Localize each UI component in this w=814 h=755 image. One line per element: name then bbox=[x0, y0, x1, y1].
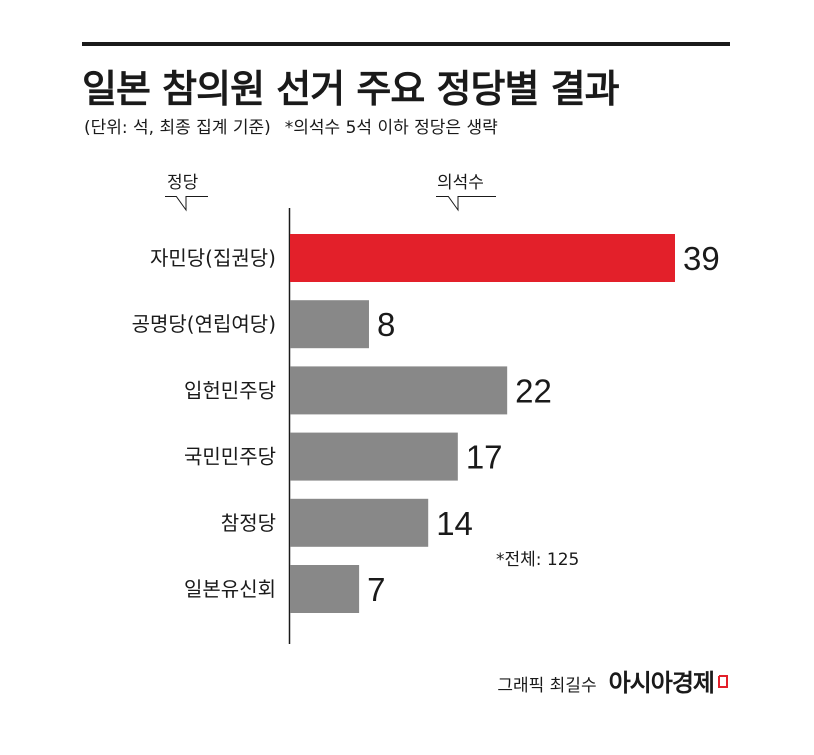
bar-2 bbox=[290, 300, 369, 349]
unit-note: (단위: 석, 최종 집계 기준) bbox=[84, 118, 271, 138]
value-label-4: 17 bbox=[466, 439, 503, 476]
party-column-label: 정당 bbox=[167, 173, 199, 193]
credit: 그래픽 최길수 아시아경제 bbox=[497, 663, 728, 698]
brand-logo-text: 아시아경제 bbox=[608, 669, 715, 697]
bar-3 bbox=[290, 366, 508, 415]
bar-4 bbox=[290, 432, 458, 481]
top-rule bbox=[82, 42, 730, 46]
graphic-credit: 그래픽 최길수 bbox=[497, 676, 597, 696]
seats-column-label: 의석수 bbox=[437, 173, 484, 193]
category-label-3: 입헌민주당 bbox=[184, 378, 276, 402]
category-label-2: 공명당(연립여당) bbox=[132, 312, 276, 336]
category-label-4: 국민민주당 bbox=[184, 445, 276, 469]
seats-column-pointer bbox=[448, 196, 459, 212]
omit-note: *의석수 5석 이하 정당은 생략 bbox=[284, 118, 498, 138]
value-label-3: 22 bbox=[515, 372, 552, 409]
value-label-2: 8 bbox=[377, 306, 395, 343]
value-label-6: 7 bbox=[367, 571, 385, 608]
bar-1 bbox=[290, 234, 675, 282]
category-label-6: 일본유신회 bbox=[184, 577, 276, 601]
total-seats-note: *전체: 125 bbox=[496, 550, 580, 570]
party-column-pointer bbox=[176, 196, 187, 212]
seats-column-underline bbox=[436, 196, 496, 197]
brand-mark-icon bbox=[718, 675, 728, 688]
value-label-5: 14 bbox=[436, 505, 473, 542]
bars-group: 자민당(집권당) 39 공명당(연립여당) 8 입헌민주당 22 국민민주당 17 참정당 14 일… bbox=[132, 234, 720, 613]
bar-6 bbox=[290, 565, 360, 613]
subtitle: (단위: 석, 최종 집계 기준) *의석수 5석 이하 정당은 생략 bbox=[84, 113, 498, 138]
category-label-1: 자민당(집권당) bbox=[150, 246, 276, 270]
bar-5 bbox=[290, 498, 429, 547]
page-title: 일본 참의원 선거 주요 정당별 결과 bbox=[82, 67, 620, 111]
value-label-1: 39 bbox=[683, 240, 720, 277]
category-label-5: 참정당 bbox=[221, 511, 276, 535]
